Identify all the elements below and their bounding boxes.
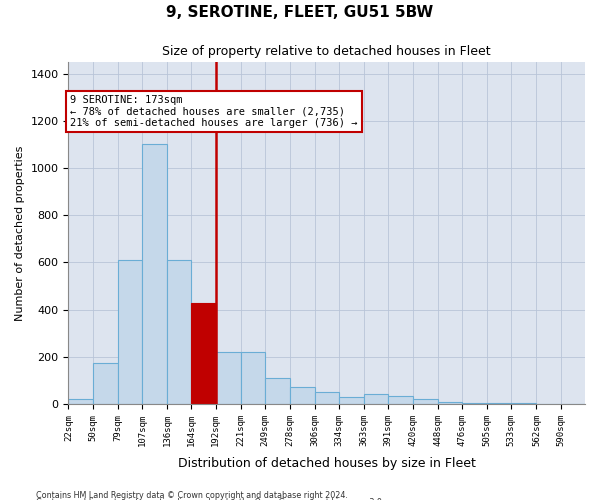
Bar [339, 397, 364, 404]
Bar [68, 399, 92, 404]
Text: 9, SEROTINE, FLEET, GU51 5BW: 9, SEROTINE, FLEET, GU51 5BW [166, 5, 434, 20]
Bar [413, 399, 437, 404]
Bar [191, 302, 216, 404]
Bar [241, 352, 265, 404]
Y-axis label: Number of detached properties: Number of detached properties [15, 145, 25, 320]
Bar [437, 402, 462, 404]
Bar [142, 144, 167, 404]
Bar [167, 260, 191, 404]
X-axis label: Distribution of detached houses by size in Fleet: Distribution of detached houses by size … [178, 457, 476, 470]
Bar [118, 260, 142, 404]
Text: Contains HM Land Registry data © Crown copyright and database right 2024.: Contains HM Land Registry data © Crown c… [36, 490, 348, 500]
Bar [290, 388, 314, 404]
Bar [92, 362, 118, 404]
Title: Size of property relative to detached houses in Fleet: Size of property relative to detached ho… [163, 45, 491, 58]
Bar [364, 394, 388, 404]
Bar [265, 378, 290, 404]
Bar [487, 402, 511, 404]
Bar [462, 402, 487, 404]
Text: Contains public sector information licensed under the Open Government Licence v3: Contains public sector information licen… [36, 498, 385, 500]
Bar [314, 392, 339, 404]
Text: 9 SEROTINE: 173sqm
← 78% of detached houses are smaller (2,735)
21% of semi-deta: 9 SEROTINE: 173sqm ← 78% of detached hou… [70, 95, 358, 128]
Bar [388, 396, 413, 404]
Bar [216, 352, 241, 404]
